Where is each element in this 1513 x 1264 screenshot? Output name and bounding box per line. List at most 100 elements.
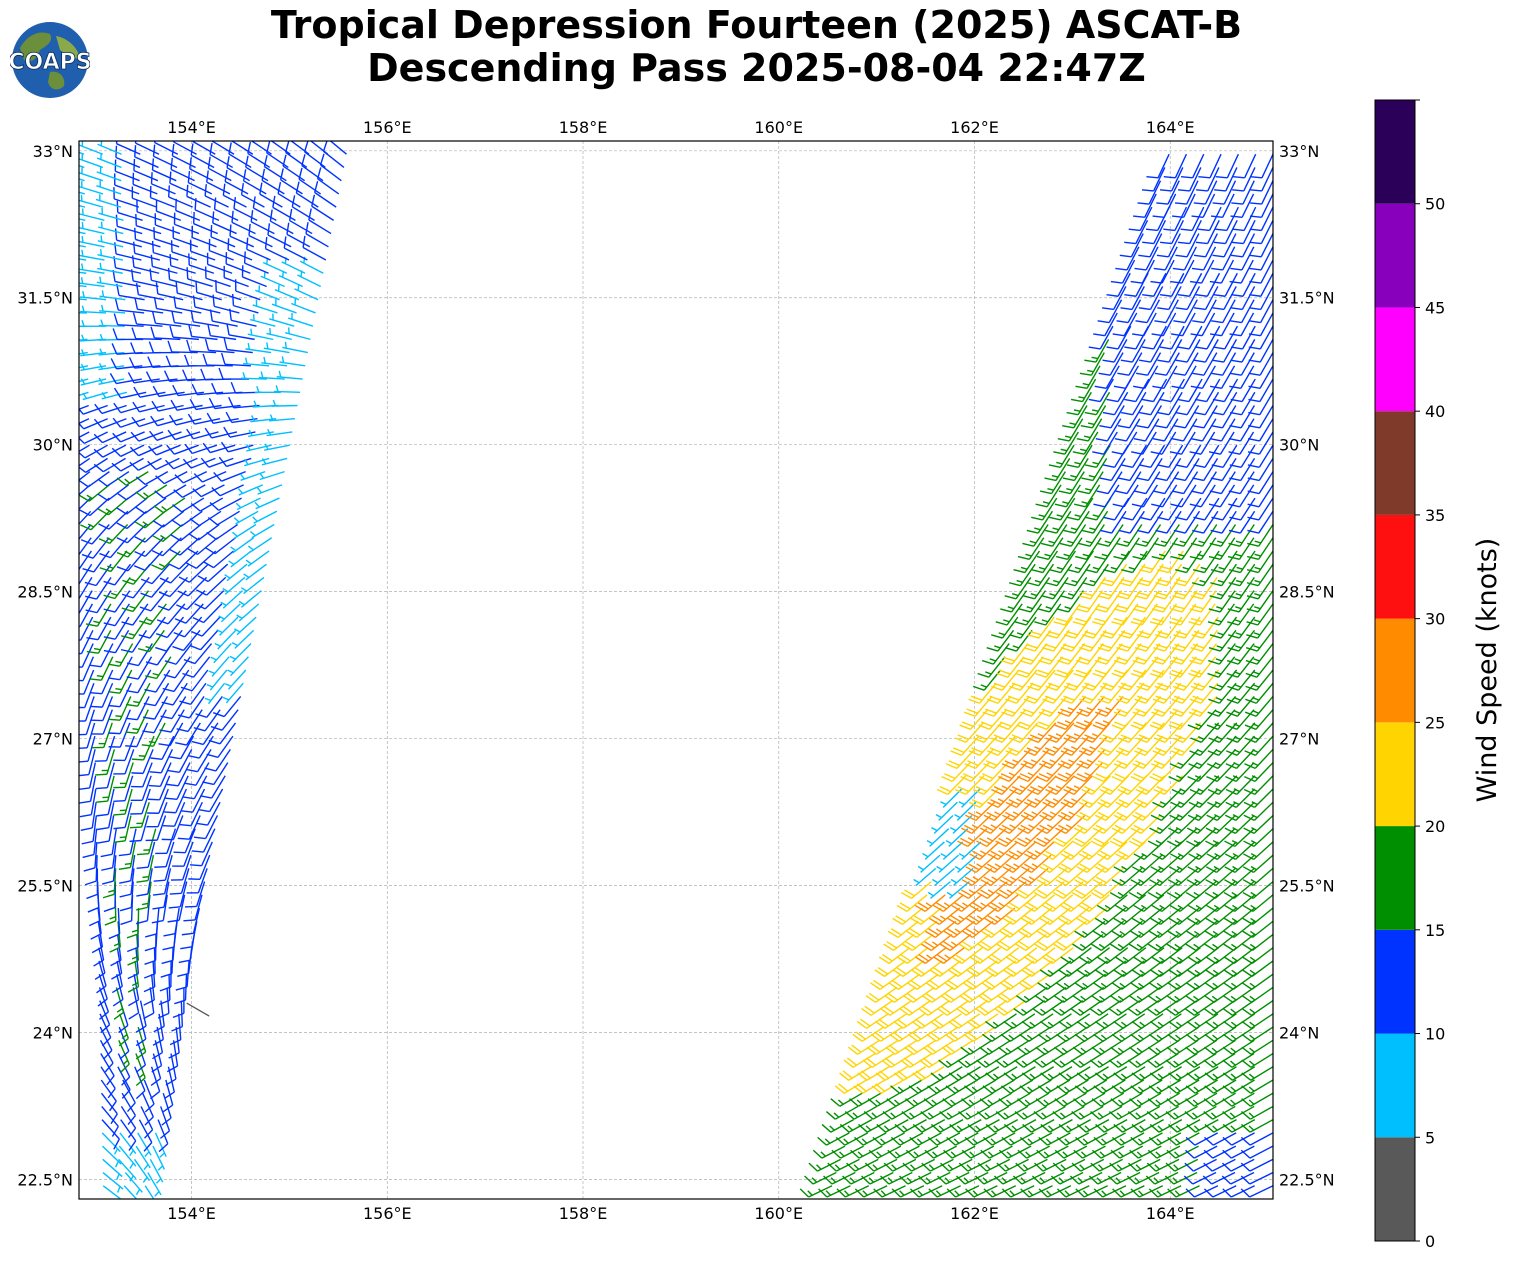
wind-barb-669 (79, 191, 85, 195)
wind-barb-383 (235, 497, 261, 511)
wind-barb-472 (152, 385, 185, 398)
wind-barb-324 (140, 563, 170, 585)
wind-barb-226 (91, 696, 114, 722)
wind-barb-401 (155, 471, 188, 485)
wind-barb-127 (152, 868, 172, 896)
wind-barb-778 (1240, 1185, 1273, 1198)
wind-barb-255 (126, 656, 153, 680)
wind-barb-666 (277, 181, 301, 208)
wind-barb-359 (188, 523, 220, 541)
lat-tick-left-3: 28.5°N (17, 583, 73, 602)
wind-barb-204 (169, 735, 195, 760)
wind-barb-1253 (1060, 894, 1092, 912)
wind-barb-137 (83, 841, 98, 872)
wind-barb-62 (99, 1000, 111, 1034)
wind-barb-369 (171, 510, 203, 527)
wind-barb-427 (202, 442, 236, 454)
wind-barb-490 (258, 371, 285, 380)
wind-barb-382 (209, 497, 242, 511)
wind-barb-1295 (1130, 867, 1162, 887)
wind-barb-654 (79, 204, 86, 208)
wind-barb-692 (207, 156, 232, 182)
wind-barb-743 (1085, 1198, 1088, 1199)
wind-barb-455 (79, 404, 89, 411)
colorbar-bin-7 (1375, 411, 1415, 515)
wind-barb-289 (234, 616, 257, 636)
wind-barb-720 (172, 141, 197, 155)
wind-barb-793 (1069, 1171, 1103, 1185)
wind-barb-419 (79, 444, 90, 453)
wind-barb-802 (1240, 1171, 1273, 1185)
wind-barb-1273 (1071, 881, 1103, 899)
wind-barb-348 (187, 537, 218, 555)
wind-barb-1111 (1072, 986, 1105, 1003)
wind-barb-972 (912, 1066, 945, 1081)
wind-barb-745 (1122, 1198, 1125, 1199)
wind-barb-261 (79, 643, 94, 668)
wind-barb-1034 (1241, 1039, 1273, 1055)
wind-barb-1071 (1113, 1013, 1146, 1029)
wind-barb-1184 (883, 933, 915, 951)
wind-barb-580 (241, 265, 267, 288)
wind-barb-251 (225, 669, 247, 690)
wind-barb-449 (168, 414, 202, 426)
wind-barb-1040 (944, 1026, 977, 1042)
wind-barb-1056 (1241, 1026, 1273, 1042)
wind-barb-571 (79, 277, 105, 288)
wind-barb-232 (195, 696, 223, 718)
wind-barb-258 (182, 656, 211, 678)
wind-barb-1045 (1037, 1026, 1070, 1042)
wind-barb-670 (79, 181, 104, 195)
wind-barb-690 (170, 157, 195, 182)
wind-barb-1294 (1111, 867, 1143, 887)
wind-barb-556 (291, 298, 316, 314)
wind-barb-1098 (1222, 1000, 1255, 1016)
wind-barb-418 (261, 457, 288, 466)
wind-barb-1043 (1000, 1026, 1033, 1042)
wind-barb-1205 (906, 920, 938, 938)
wind-barb-983 (1113, 1066, 1146, 1081)
wind-barb-1088 (1032, 1000, 1065, 1016)
wind-barb-1021 (997, 1039, 1030, 1055)
wind-barb-786 (936, 1171, 970, 1185)
wind-barb-781 (842, 1171, 875, 1185)
wind-barb-1278 (1166, 881, 1198, 899)
wind-barb-1166 (933, 947, 965, 964)
wind-barb-1033 (1222, 1039, 1255, 1055)
wind-barb-202 (131, 735, 155, 761)
lat-tick-right-7: 22.5°N (1279, 1170, 1335, 1189)
lon-tick-bottom-0: 154°E (167, 1204, 216, 1223)
wind-barb-293 (121, 603, 149, 626)
wind-barb-355 (116, 524, 147, 544)
wind-barb-801 (1221, 1171, 1255, 1185)
wind-barb-221 (159, 709, 185, 733)
wind-barb-1118 (1204, 986, 1236, 1003)
wind-barb-192 (95, 749, 116, 776)
lat-tick-right-5: 25.5°N (1279, 877, 1335, 896)
wind-barb-447 (131, 416, 165, 428)
wind-barb-975 (967, 1066, 1000, 1081)
wind-barb-464 (228, 396, 260, 409)
wind-barb-1158 (1168, 960, 1200, 977)
wind-barb-177 (113, 775, 134, 803)
wind-barb-636 (250, 210, 275, 235)
wind-barb-699 (79, 164, 85, 169)
wind-barb-1106 (978, 986, 1011, 1003)
wind-barb-180 (165, 775, 189, 800)
wind-barb-377 (116, 497, 148, 515)
wind-barb-247 (144, 669, 171, 693)
wind-barb-1239 (1168, 907, 1200, 925)
wind-barb-207 (79, 722, 96, 750)
wind-barb-1165 (915, 947, 947, 964)
wind-barb-624 (286, 222, 311, 248)
wind-barb-469 (101, 391, 128, 400)
wind-barb-779 (804, 1171, 837, 1185)
wind-barb-414 (182, 457, 216, 469)
wind-barb-1229 (984, 907, 1016, 925)
wind-barb-627 (79, 222, 105, 235)
wind-barb-780 (823, 1171, 856, 1185)
wind-barb-516 (263, 342, 290, 354)
wind-barb-1130 (1037, 973, 1069, 990)
wind-barb-1121 (870, 973, 902, 990)
wind-barb-1204 (887, 920, 919, 938)
